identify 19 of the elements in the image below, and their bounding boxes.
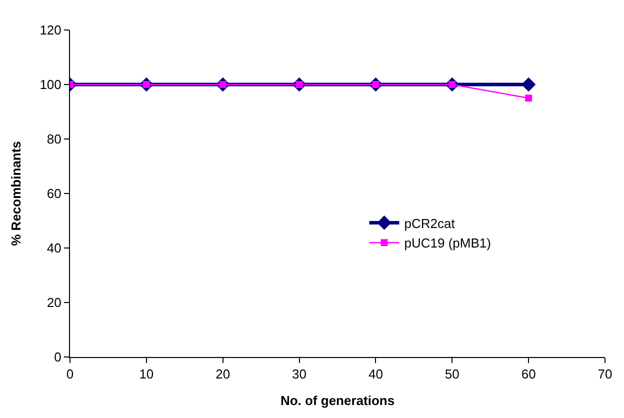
x-tick-label: 70 xyxy=(598,366,612,382)
x-tick-label: 40 xyxy=(368,366,383,382)
x-axis-title: No. of generations xyxy=(280,393,395,408)
x-tick-label: 50 xyxy=(444,366,460,382)
x-tick-label: 0 xyxy=(66,366,74,382)
y-tick-label: 100 xyxy=(40,77,62,92)
y-tick-label: 120 xyxy=(40,22,62,38)
y-tick-label: 40 xyxy=(46,240,62,256)
y-tick-label: 60 xyxy=(46,186,62,202)
y-tick-label: 0 xyxy=(54,350,62,365)
legend-label: pUC19 (pMB1) xyxy=(404,236,491,251)
y-axis-title: % Recombinants xyxy=(8,141,24,246)
y-tick-label: 80 xyxy=(46,132,62,147)
y-tick-label: 20 xyxy=(46,295,62,310)
x-tick-label: 30 xyxy=(292,366,307,382)
x-tick-label: 10 xyxy=(139,366,154,382)
x-tick-label: 60 xyxy=(521,366,536,382)
legend-label: pCR2cat xyxy=(404,216,456,231)
x-tick-label: 20 xyxy=(216,366,230,382)
